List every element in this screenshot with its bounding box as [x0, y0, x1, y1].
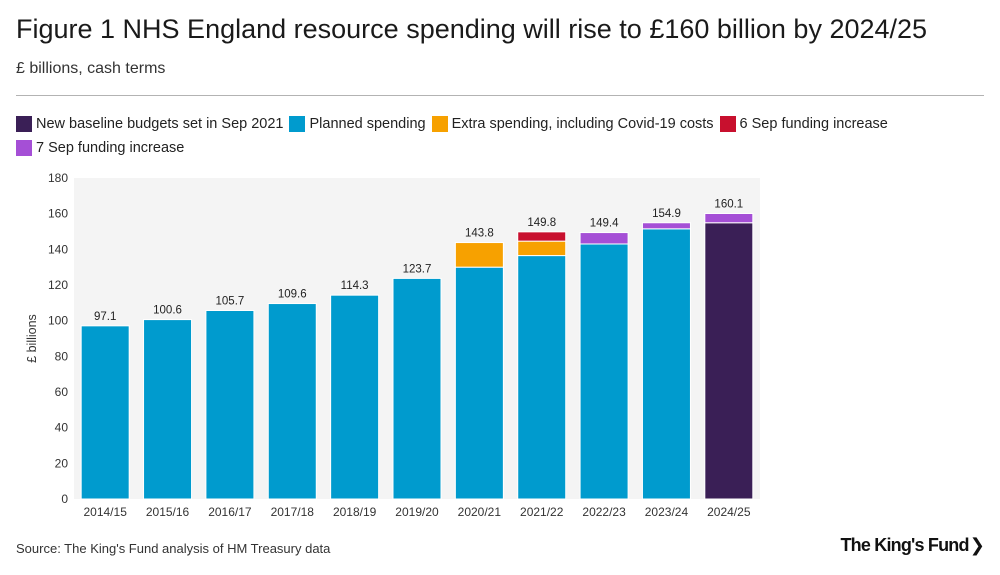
- bar-segment: [267, 303, 317, 500]
- y-tick-label: 60: [55, 385, 69, 399]
- data-label: 100.6: [153, 305, 182, 317]
- bar-segment: [143, 319, 193, 500]
- y-tick-label: 40: [55, 421, 69, 435]
- x-tick-label: 2020/21: [458, 505, 502, 519]
- x-tick-label: 2015/16: [146, 505, 190, 519]
- legend-swatch: [16, 140, 32, 156]
- y-tick-label: 160: [48, 207, 68, 221]
- bar-segment: [704, 212, 754, 224]
- chevron-right-icon: ❯: [969, 535, 985, 555]
- legend-label: 7 Sep funding increase: [36, 140, 185, 156]
- data-label: 160.1: [714, 198, 743, 210]
- x-tick-label: 2022/23: [582, 505, 626, 519]
- legend-item: Extra spending, including Covid-19 costs: [431, 114, 714, 134]
- data-label: 149.8: [527, 217, 556, 229]
- bar-segment: [80, 325, 130, 500]
- bar-segment: [517, 255, 567, 500]
- bar-segment: [392, 277, 442, 500]
- legend-item: 6 Sep funding increase: [719, 114, 888, 134]
- brand-logo: The King's Fund❯: [840, 535, 985, 555]
- y-axis-label: £ billions: [25, 314, 39, 363]
- legend-label: Extra spending, including Covid-19 costs: [451, 116, 714, 132]
- x-tick-label: 2021/22: [520, 505, 564, 519]
- legend-label: New baseline budgets set in Sep 2021: [36, 116, 284, 132]
- y-tick-label: 80: [55, 349, 69, 363]
- x-tick-label: 2014/15: [83, 505, 127, 519]
- bar-segment: [205, 310, 255, 500]
- legend-item: 7 Sep funding increase: [16, 138, 184, 158]
- bar-segment: [330, 294, 380, 500]
- source-note: Source: The King's Fund analysis of HM T…: [16, 541, 331, 556]
- data-label: 143.8: [465, 228, 494, 240]
- bar-segment: [517, 240, 567, 257]
- data-label: 149.4: [590, 218, 619, 230]
- legend: New baseline budgets set in Sep 2021 Plan…: [16, 114, 976, 162]
- legend-label: Planned spending: [309, 116, 426, 132]
- chart-area: 0 20 40 60 80 100 120 140 160 180 £ billions 97.1 20…: [25, 171, 760, 519]
- bar-segment: [641, 228, 691, 500]
- legend-swatch: [431, 116, 448, 132]
- x-tick-label: 2024/25: [707, 505, 751, 519]
- x-tick-label: 2018/19: [333, 505, 377, 519]
- data-label: 123.7: [403, 263, 432, 275]
- legend-swatch: [289, 116, 306, 132]
- chart-title: Figure 1 NHS England resource spending w…: [16, 14, 928, 44]
- legend-item: Planned spending: [289, 114, 426, 134]
- title-divider: [16, 95, 984, 96]
- bar-segment: [517, 231, 567, 242]
- x-tick-label: 2017/18: [271, 505, 315, 519]
- bar-segment: [579, 243, 629, 500]
- bar-segment: [454, 242, 504, 268]
- legend-label: 6 Sep funding increase: [739, 116, 888, 132]
- y-tick-label: 100: [48, 314, 68, 328]
- bar-segment: [579, 232, 629, 245]
- y-tick-label: 0: [61, 492, 68, 506]
- bar-segment: [454, 266, 504, 500]
- y-tick-label: 120: [48, 278, 68, 292]
- x-tick-label: 2016/17: [208, 505, 252, 519]
- data-label: 97.1: [94, 311, 116, 323]
- data-label: 154.9: [652, 208, 681, 220]
- legend-swatch: [719, 116, 736, 132]
- bar-segment: [641, 222, 691, 230]
- x-tick-label: 2019/20: [395, 505, 439, 519]
- y-tick-label: 180: [48, 171, 68, 185]
- x-tick-label: 2023/24: [645, 505, 689, 519]
- y-tick-label: 140: [48, 242, 68, 256]
- data-label: 114.3: [341, 280, 369, 292]
- legend-swatch: [16, 116, 32, 132]
- data-label: 105.7: [216, 296, 245, 308]
- data-label: 109.6: [278, 289, 307, 301]
- legend-item: New baseline budgets set in Sep 2021: [16, 114, 283, 134]
- y-tick-label: 20: [55, 456, 69, 470]
- chart-subtitle: £ billions, cash terms: [16, 60, 166, 77]
- bar-segment: [704, 222, 754, 500]
